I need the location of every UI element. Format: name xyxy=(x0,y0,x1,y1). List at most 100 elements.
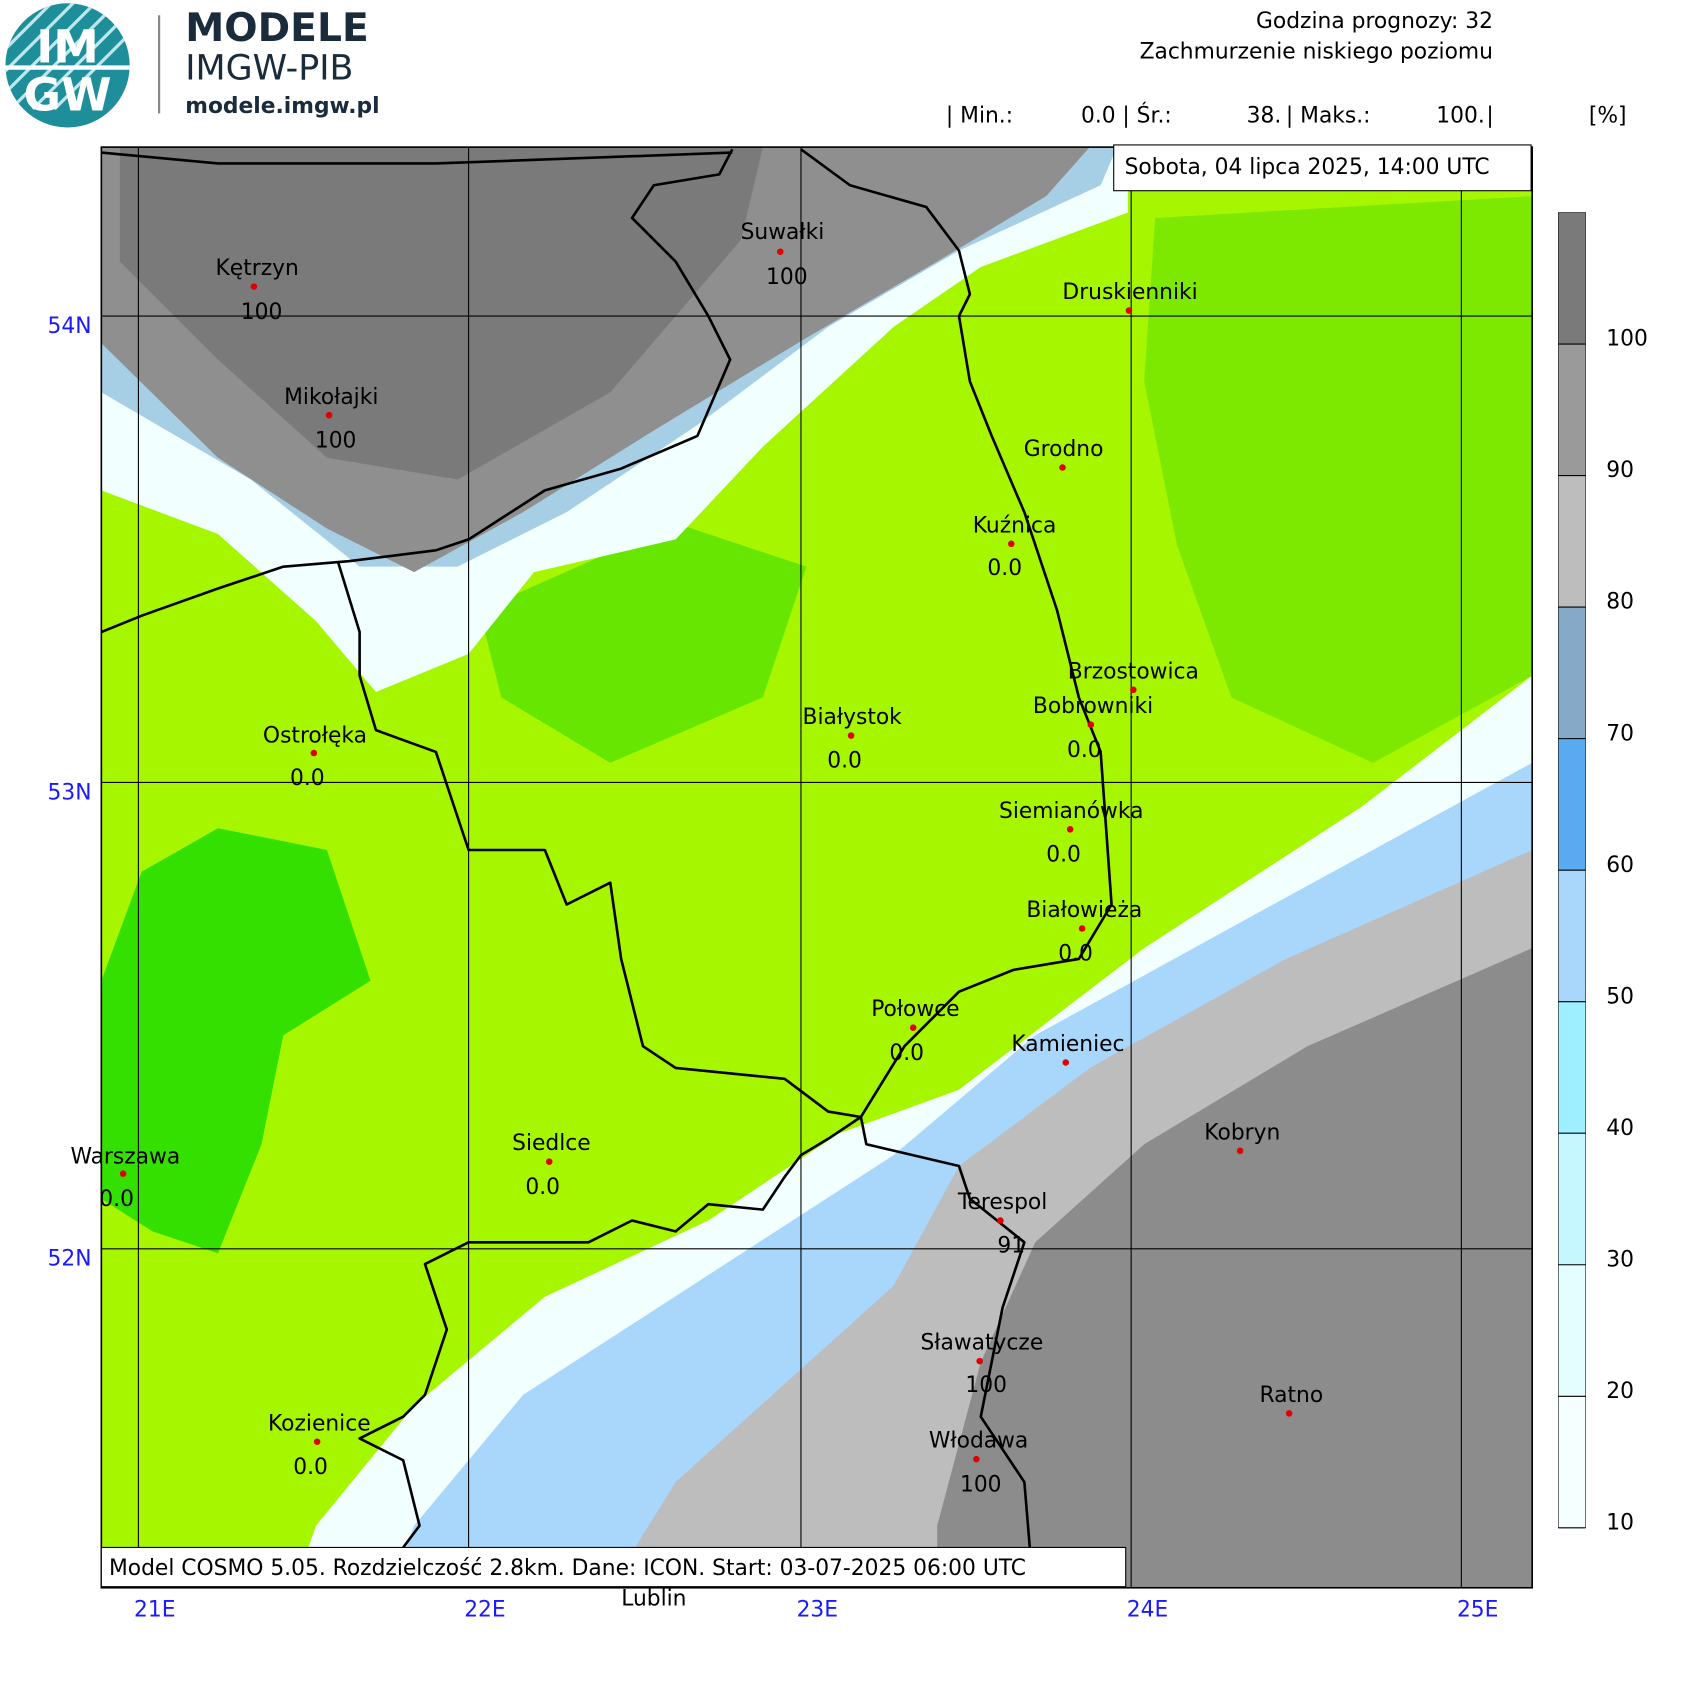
url: modele.imgw.pl xyxy=(185,94,379,119)
footer: Model COSMO 5.05. Rozdzielczość 2.8km. D… xyxy=(109,1556,1026,1581)
city-value: 0.0 xyxy=(827,749,862,774)
date: Sobota, 04 lipca 2025, 14:00 UTC xyxy=(1125,155,1490,180)
city-name: Kamieniec xyxy=(1011,1032,1124,1057)
city-dot xyxy=(847,732,855,739)
city-dot xyxy=(1059,464,1066,471)
city-name: Lublin xyxy=(621,1587,686,1612)
forecast-hour: Godzina prognozy: 32 xyxy=(1256,9,1493,34)
colorbar-band xyxy=(1558,212,1586,345)
colorbar-band xyxy=(1558,869,1586,1002)
city-name: Suwałki xyxy=(741,220,825,245)
city-dot xyxy=(1078,925,1086,932)
city-dot xyxy=(1130,686,1137,694)
city-name: Sławatycze xyxy=(920,1331,1043,1356)
city-name: Bobrowniki xyxy=(1033,694,1153,719)
colorbar-band xyxy=(1558,343,1586,476)
colorbar-label: 70 xyxy=(1606,721,1634,746)
logo-text: GW xyxy=(24,69,112,122)
city-value: 100 xyxy=(965,1373,1007,1398)
city-value: 0.0 xyxy=(889,1041,924,1066)
colorbar-band xyxy=(1558,475,1586,608)
city-dot xyxy=(310,749,318,757)
colorbar-label: 50 xyxy=(1606,984,1634,1009)
city-dot xyxy=(776,248,784,255)
city-value: 0.0 xyxy=(1067,738,1102,763)
lon-label: 24E xyxy=(1127,1598,1168,1623)
stat-value: 0.0 xyxy=(1081,104,1116,129)
city-name: Siedlce xyxy=(512,1131,591,1156)
city-name: Połowce xyxy=(871,997,959,1022)
city-name: Kuźnica xyxy=(973,513,1057,538)
logo-text: IM xyxy=(36,21,99,74)
colorbar-label: 80 xyxy=(1606,590,1634,615)
city-name: Białystok xyxy=(803,705,903,730)
colorbar-label: 100 xyxy=(1606,327,1648,352)
stat-value: 38. xyxy=(1247,104,1282,129)
lon-label: 23E xyxy=(797,1598,838,1623)
city-dot xyxy=(1066,826,1074,833)
field-name: Zachmurzenie niskiego poziomu xyxy=(1140,39,1493,64)
logo: IM GW xyxy=(5,3,130,128)
city-value: 0.0 xyxy=(525,1175,560,1200)
city-dot xyxy=(545,1158,553,1165)
city-name: Ratno xyxy=(1260,1383,1324,1408)
city-dot xyxy=(1125,307,1133,314)
colorbar-label: 30 xyxy=(1606,1247,1634,1272)
city-dot xyxy=(1236,1147,1244,1155)
city-name: Mikołajki xyxy=(284,385,378,410)
colorbar-label: 10 xyxy=(1606,1510,1634,1535)
colorbar-label: 20 xyxy=(1606,1379,1634,1404)
map xyxy=(101,147,1533,1588)
city-name: Białowieża xyxy=(1026,898,1142,923)
colorbar-band xyxy=(1558,1001,1586,1134)
city-value: 100 xyxy=(241,300,283,325)
city-value: 0.0 xyxy=(1058,942,1093,967)
stat-label: | Śr.: xyxy=(1122,103,1171,129)
colorbar-band xyxy=(1558,1132,1586,1266)
city-name: Grodno xyxy=(1024,437,1104,462)
city-name: Siemianówka xyxy=(999,799,1143,824)
colorbar-band xyxy=(1558,738,1586,871)
city-name: Włodawa xyxy=(929,1429,1028,1454)
colorbar-label: 60 xyxy=(1606,853,1634,878)
city-dot xyxy=(325,411,333,419)
city-dot xyxy=(1062,1059,1070,1066)
lon-label: 21E xyxy=(134,1598,175,1623)
city-name: Ostrołęka xyxy=(263,724,367,749)
date-box xyxy=(1113,144,1532,192)
city-value: 100 xyxy=(960,1472,1002,1497)
footer-box xyxy=(100,1546,1127,1588)
city-name: Kętrzyn xyxy=(216,256,299,281)
colorbar-band xyxy=(1558,606,1586,739)
city-value: 91 xyxy=(997,1234,1025,1259)
city-name: Warszawa xyxy=(70,1144,180,1169)
stat-label: | Maks.: xyxy=(1286,104,1371,129)
graticule: 54N 53N 52N 21E 22E 23E 24E 25E xyxy=(48,147,1533,1623)
stat-label: | xyxy=(1486,104,1493,129)
org: IMGW-PIB xyxy=(185,49,353,89)
city-dot xyxy=(1087,721,1095,728)
city-dot xyxy=(1285,1410,1293,1417)
city-value: 0.0 xyxy=(1046,842,1081,867)
colorbar-band xyxy=(1558,1264,1586,1397)
city-name: Brzostowica xyxy=(1068,659,1199,684)
city-dot xyxy=(997,1217,1004,1224)
colorbar-label: 90 xyxy=(1606,458,1634,483)
colorbar-label: 40 xyxy=(1606,1116,1634,1141)
city-dot xyxy=(119,1170,127,1177)
colorbar: 10 20 30 40 50 60 70 80 90 100 xyxy=(1558,212,1648,1535)
city-name: Kozienice xyxy=(268,1411,371,1436)
stat-value: 100. xyxy=(1436,104,1484,129)
city-name: Terespol xyxy=(957,1190,1047,1215)
city-name: Kobryn xyxy=(1204,1120,1280,1145)
brand: MODELE xyxy=(185,6,369,51)
city-value: 0.0 xyxy=(99,1187,134,1212)
city-value: 0.0 xyxy=(293,1455,328,1480)
lon-label: 22E xyxy=(464,1598,505,1623)
city-dot xyxy=(313,1438,321,1445)
stat-label: | Min.: xyxy=(946,104,1013,129)
cities: Kętrzyn 100 Suwałki 100 Mikołajki 100 Druskien… xyxy=(70,220,1323,1612)
city-dot xyxy=(976,1357,983,1365)
